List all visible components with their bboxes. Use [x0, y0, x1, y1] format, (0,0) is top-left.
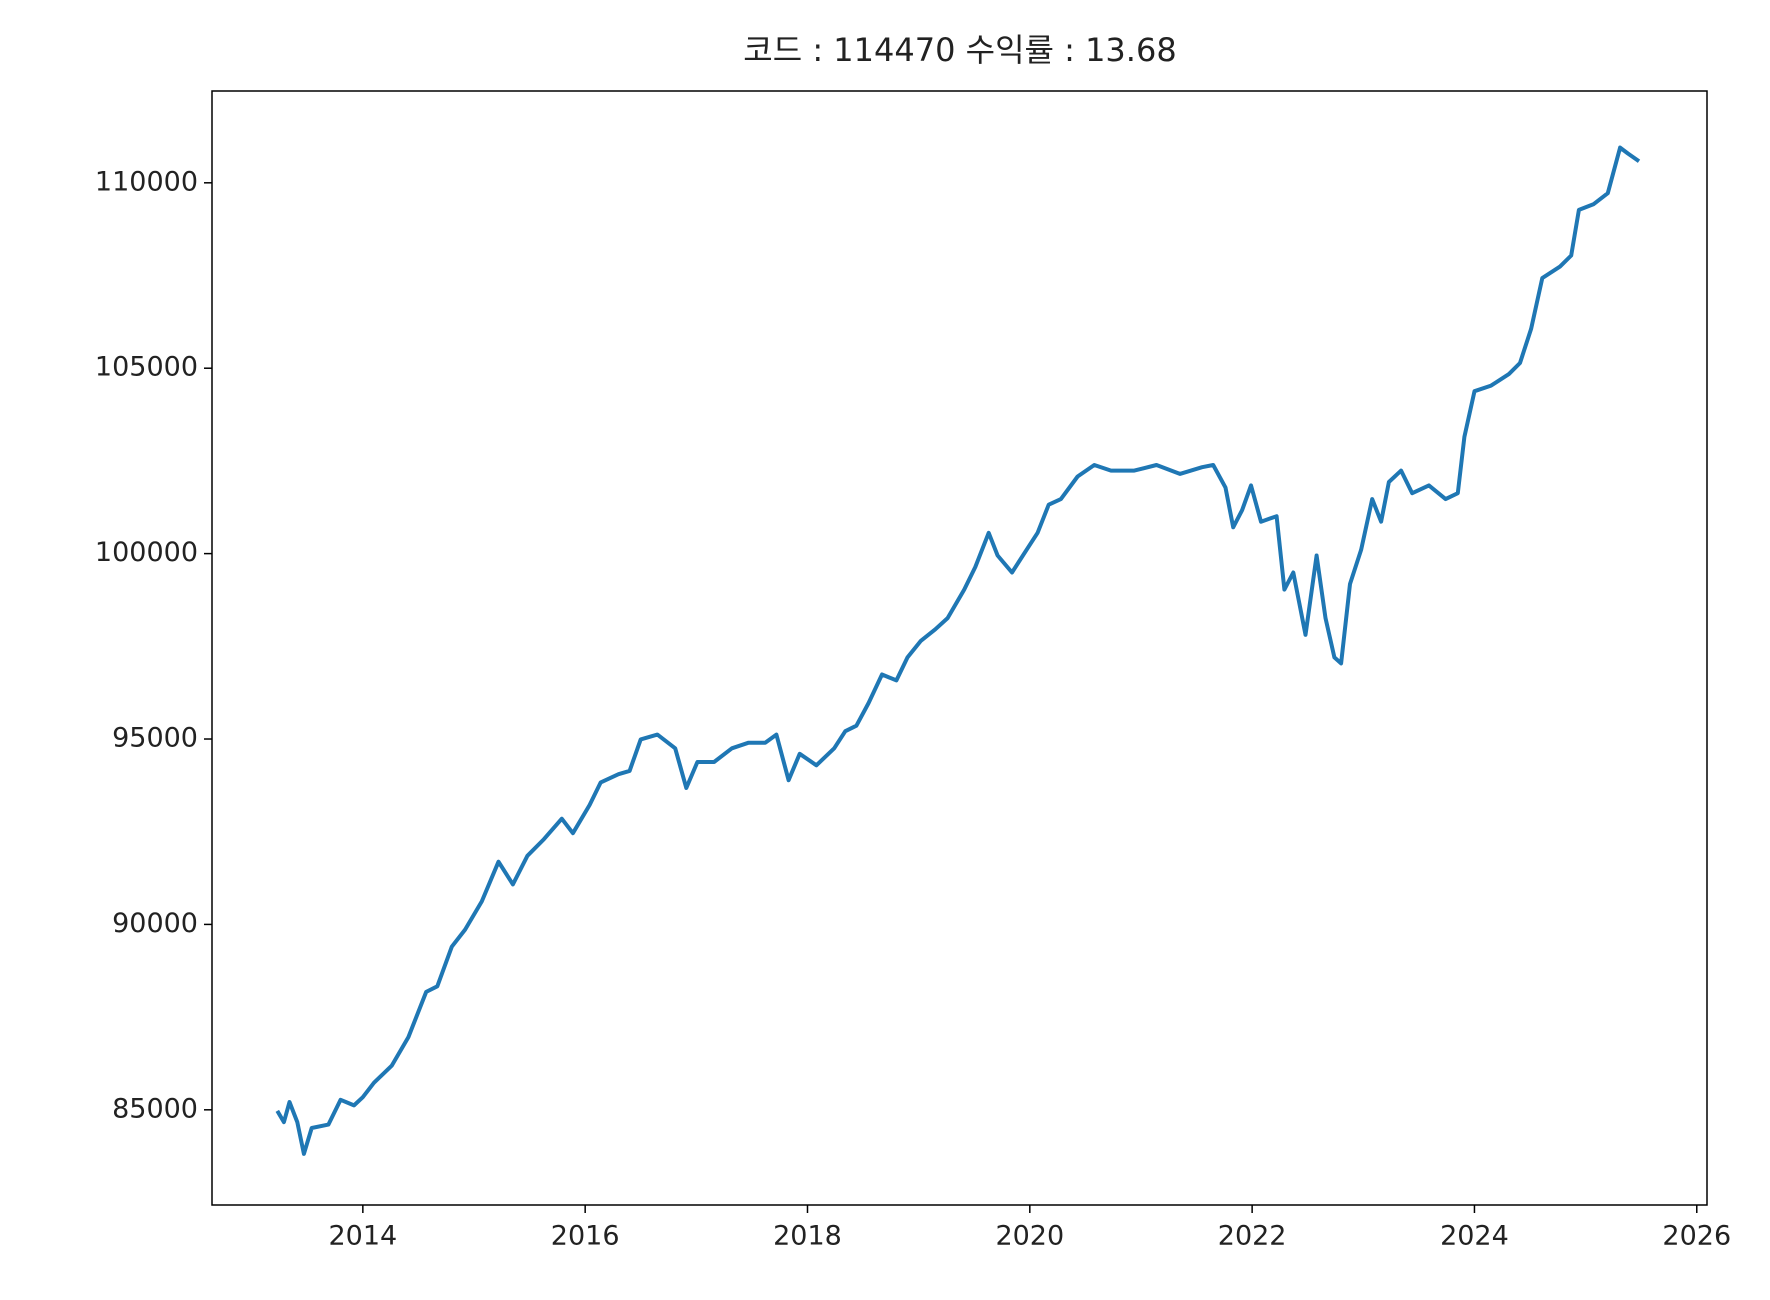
x-tick-label: 2018	[773, 1221, 842, 1252]
line	[275, 145, 1641, 1156]
y-tick-label: 100000	[95, 537, 198, 568]
y-tick-label: 95000	[112, 723, 198, 754]
x-tick-label: 2026	[1662, 1221, 1731, 1252]
y-tick-label: 105000	[95, 352, 198, 383]
x-tick-label: 2020	[995, 1221, 1064, 1252]
y-tick-label: 110000	[95, 166, 198, 197]
x-tick-label: 2022	[1218, 1221, 1287, 1252]
x-tick-label: 2014	[328, 1221, 397, 1252]
chart-title: 코드 : 114470 수익률 : 13.68	[743, 31, 1176, 69]
x-tick-label: 2016	[551, 1221, 620, 1252]
x-tick-label: 2024	[1440, 1221, 1509, 1252]
y-tick-label: 90000	[112, 908, 198, 939]
plot-frame	[211, 90, 1708, 1206]
y-tick-label: 85000	[112, 1093, 198, 1124]
